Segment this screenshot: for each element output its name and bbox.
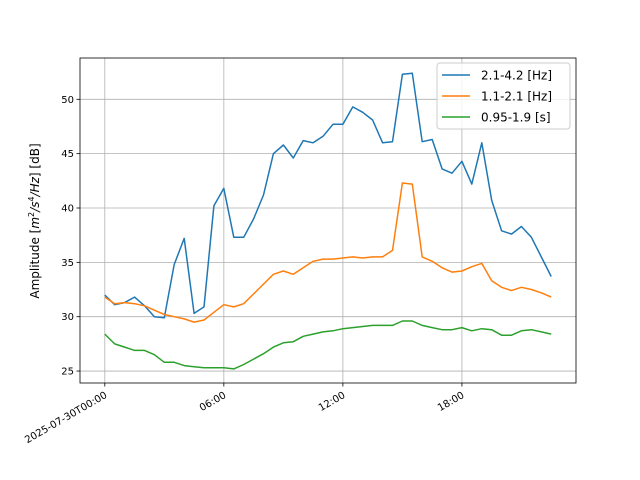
legend-box (436, 62, 571, 130)
plot-frame (79, 57, 577, 384)
y-axis: 25 30 35 40 45 50 (61, 95, 80, 378)
legend-label: 1.1-2.1 [Hz] (481, 90, 552, 104)
legend: 2.1-4.2 [Hz] 1.1-2.1 [Hz] 0.95-1.9 [s] (436, 62, 571, 130)
y-tick-label: 40 (61, 204, 74, 215)
legend-label: 2.1-4.2 [Hz] (481, 69, 552, 83)
y-axis-label: Amplitude [m2/s4/Hz] [dB] (27, 143, 42, 298)
y-tick-label: 35 (61, 258, 74, 269)
series-layer (104, 72, 552, 370)
y-tick-label: 25 (61, 367, 74, 378)
series-line-2 (104, 182, 552, 323)
y-tick-label: 30 (61, 312, 74, 323)
series-line-1 (104, 72, 552, 319)
y-tick-label: 50 (61, 95, 74, 106)
legend-label: 0.95-1.9 [s] (481, 111, 551, 125)
series-line-3 (104, 320, 552, 370)
y-tick-label: 45 (61, 149, 74, 160)
